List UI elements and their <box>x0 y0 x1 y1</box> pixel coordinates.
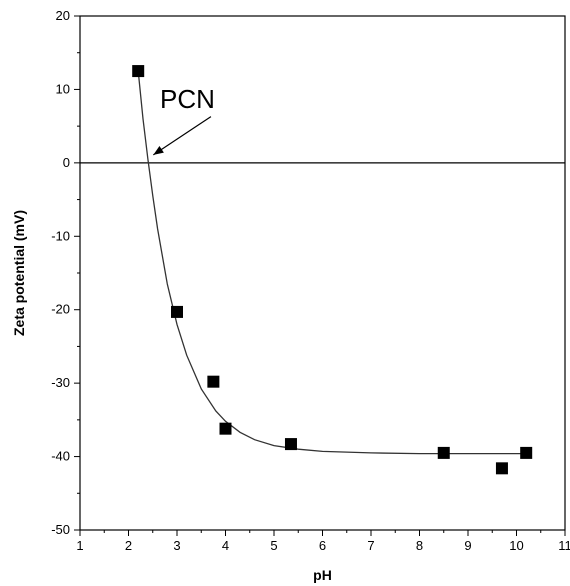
x-tick-label: 11 <box>558 538 570 553</box>
annotation-arrowhead <box>153 145 164 155</box>
annotation-arrow-line <box>152 116 212 156</box>
x-axis-title: pH <box>313 567 332 583</box>
annotation-pcn-label: PCN <box>160 84 215 114</box>
x-tick-label: 8 <box>416 538 423 553</box>
annotation-layer: PCN <box>152 84 215 156</box>
y-tick-label: -40 <box>51 449 70 464</box>
data-point <box>171 305 183 318</box>
data-point <box>207 375 220 388</box>
data-point <box>495 462 508 475</box>
data-point <box>437 446 450 459</box>
x-tick-label: 1 <box>76 538 83 553</box>
y-tick-label: -20 <box>51 302 70 317</box>
x-tick-label: 4 <box>222 538 229 553</box>
x-tick-label: 9 <box>464 538 471 553</box>
plot-frame <box>79 15 566 531</box>
data-point <box>520 446 533 459</box>
data-points <box>132 65 533 475</box>
fit-curve <box>137 71 527 455</box>
x-tick-label: 3 <box>173 538 180 553</box>
y-axis-title: Zeta potential (mV) <box>11 210 27 336</box>
x-tick-label: 7 <box>367 538 374 553</box>
y-tick-label: -30 <box>51 375 70 390</box>
x-tick-label: 6 <box>319 538 326 553</box>
x-tick-label: 2 <box>125 538 132 553</box>
y-tick-label: -10 <box>51 228 70 243</box>
y-tick-label: 0 <box>63 155 70 170</box>
fit-curve-layer <box>137 71 527 455</box>
y-tick-label: 20 <box>56 8 70 23</box>
data-point <box>284 438 297 451</box>
axes: 1 2 3 4 5 6 7 8 9 10 11 -50 -40 -30 -20 -10 0 10 20 <box>51 8 570 553</box>
x-tick-label: 10 <box>509 538 523 553</box>
data-point <box>219 422 232 435</box>
y-tick-label: 10 <box>56 81 70 96</box>
data-point <box>132 65 145 78</box>
y-tick-label: -50 <box>51 522 70 537</box>
x-tick-label: 5 <box>270 538 277 553</box>
